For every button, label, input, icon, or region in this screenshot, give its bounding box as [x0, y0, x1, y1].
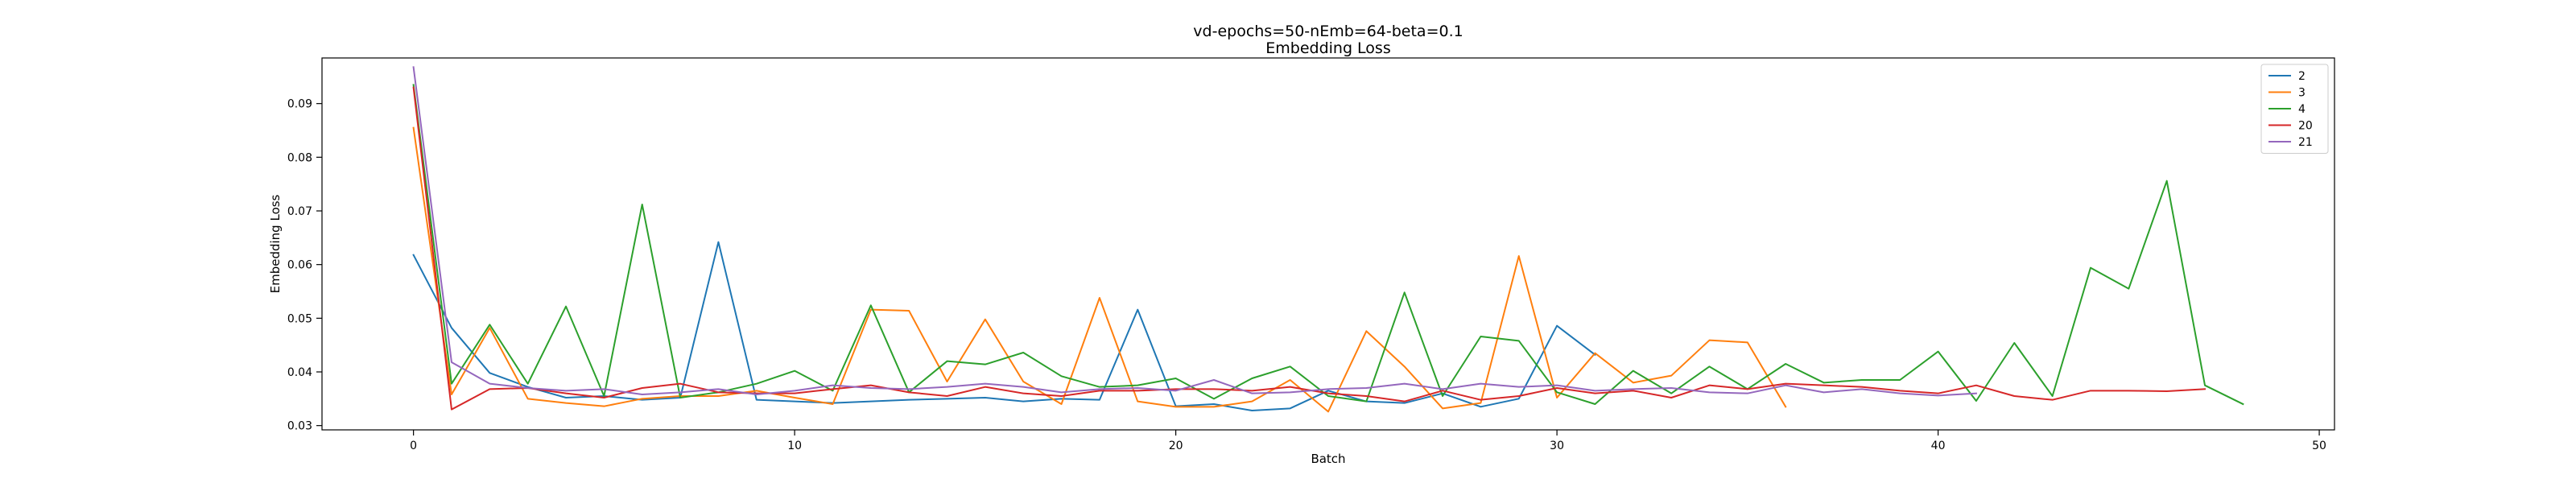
y-tick-label: 0.09 — [287, 98, 312, 111]
x-axis-label: Batch — [1311, 452, 1345, 466]
y-tick-label: 0.08 — [287, 151, 312, 164]
y-tick-label: 0.07 — [287, 205, 312, 218]
legend-label-4: 4 — [2298, 103, 2306, 116]
y-axis-label: Embedding Loss — [268, 194, 283, 293]
x-tick-label: 40 — [1931, 440, 1946, 452]
x-tick-label: 20 — [1169, 440, 1183, 452]
legend: 2 3 4 20 21 — [2261, 64, 2328, 154]
y-tick-label: 0.03 — [287, 420, 312, 433]
y-tick-label: 0.05 — [287, 312, 312, 325]
chart-title: vd-epochs=50-nEmb=64-beta=0.1 — [1193, 23, 1463, 40]
x-tick-label: 50 — [2312, 440, 2326, 452]
legend-label-20: 20 — [2298, 120, 2313, 133]
x-tick-label: 10 — [787, 440, 802, 452]
x-tick-label: 30 — [1550, 440, 1564, 452]
y-tick-label: 0.06 — [287, 259, 312, 272]
x-tick-label: 0 — [410, 440, 417, 452]
chart-subtitle: Embedding Loss — [1265, 39, 1390, 57]
legend-label-3: 3 — [2298, 87, 2306, 100]
legend-label-21: 21 — [2298, 136, 2313, 149]
legend-label-2: 2 — [2298, 70, 2306, 83]
y-tick-label: 0.04 — [287, 366, 312, 379]
